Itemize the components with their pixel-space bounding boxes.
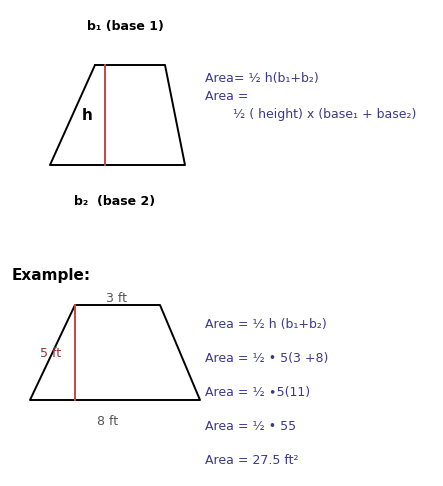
Text: b₁ (base 1): b₁ (base 1) <box>86 20 163 33</box>
Text: Area = ½ • 55: Area = ½ • 55 <box>205 420 296 433</box>
Text: Area = ½ • 5(3 +8): Area = ½ • 5(3 +8) <box>205 352 328 365</box>
Text: ½ ( height) x (base₁ + base₂): ½ ( height) x (base₁ + base₂) <box>233 108 416 121</box>
Text: Area = ½ h (b₁+b₂): Area = ½ h (b₁+b₂) <box>205 318 327 331</box>
Text: h: h <box>82 107 93 122</box>
Text: 3 ft: 3 ft <box>106 292 128 305</box>
Text: Example:: Example: <box>12 268 91 283</box>
Text: 8 ft: 8 ft <box>97 415 119 428</box>
Text: Area =: Area = <box>205 90 249 103</box>
Text: Area = 27.5 ft²: Area = 27.5 ft² <box>205 454 299 467</box>
Text: Area = ½ ∙5(11): Area = ½ ∙5(11) <box>205 386 310 399</box>
Text: Area= ½ h(b₁+b₂): Area= ½ h(b₁+b₂) <box>205 72 319 85</box>
Text: 5 ft: 5 ft <box>40 347 61 360</box>
Text: b₂  (base 2): b₂ (base 2) <box>74 195 155 208</box>
